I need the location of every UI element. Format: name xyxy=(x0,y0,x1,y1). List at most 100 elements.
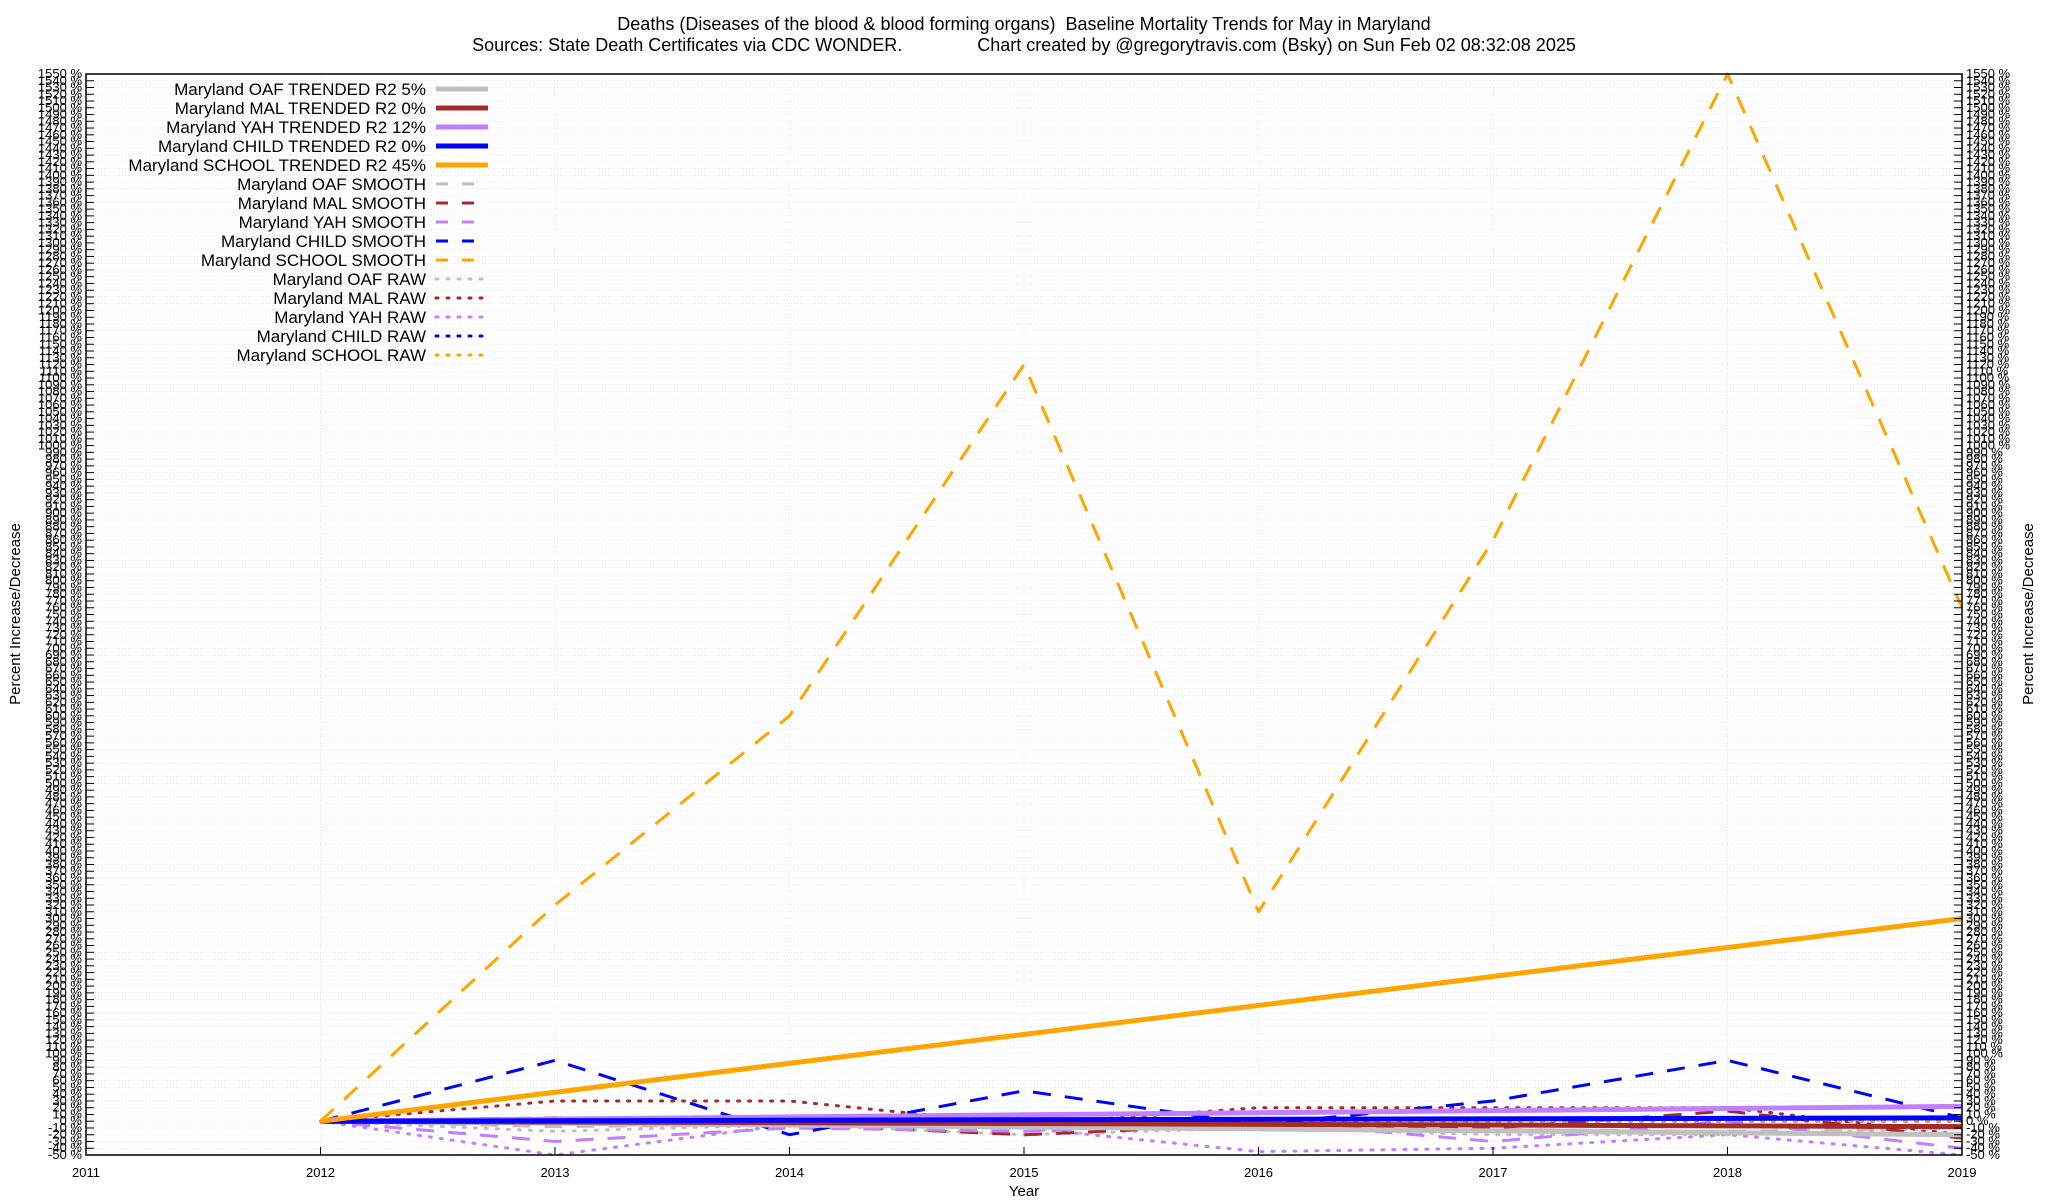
series-line-8 xyxy=(320,1058,1963,1137)
y-tick-label: 630 % xyxy=(45,688,82,703)
y-tick-label: 1180 % xyxy=(39,316,83,331)
y-tick-label: 930 % xyxy=(1966,485,2003,500)
y-tick-label: 230 % xyxy=(1966,958,2003,973)
y-tick-label: 670 % xyxy=(1966,661,2003,676)
y-tick-label: 1030 % xyxy=(1966,417,2011,432)
y-tick-label: 1470 % xyxy=(38,120,83,135)
y-tick-label: 1350 % xyxy=(38,201,83,216)
y-tick-label: 910 % xyxy=(45,498,82,513)
y-tick-label: 1020 % xyxy=(38,424,83,439)
y-axis-right: -50 %-40 %-30 %-20 %-10 %0 %10 %20 %30 %… xyxy=(1954,66,2011,1162)
x-tick-label: 2011 xyxy=(72,1165,100,1180)
y-tick-label: 420 % xyxy=(1966,829,2003,844)
y-tick-label: 890 % xyxy=(45,512,82,527)
y-tick-label: 560 % xyxy=(1966,735,2003,750)
y-tick-label: 1490 % xyxy=(1966,107,2011,122)
y-tick-label: 1120 % xyxy=(1966,357,2010,372)
y-tick-label: 1320 % xyxy=(1966,221,2011,236)
y-tick-label: 1240 % xyxy=(1966,275,2011,290)
y-tick-label: 830 % xyxy=(1966,552,2003,567)
legend: Maryland OAF TRENDED R2 5%Maryland MAL T… xyxy=(128,80,490,365)
x-tick-label: 2015 xyxy=(1010,1165,1039,1180)
y-tick-label: 860 % xyxy=(45,532,82,547)
y-tick-label: 350 % xyxy=(45,877,82,892)
y-tick-label: 1360 % xyxy=(38,194,83,209)
y-tick-label: 400 % xyxy=(45,843,82,858)
y-tick-label: 390 % xyxy=(45,850,82,865)
y-tick-label: 290 % xyxy=(1966,917,2003,932)
y-tick-label: 60 % xyxy=(1966,1073,1996,1088)
y-tick-label: 1200 % xyxy=(38,302,83,317)
y-tick-label: 1420 % xyxy=(38,154,83,169)
y-tick-label: 130 % xyxy=(1966,1025,2003,1040)
y-tick-label: 200 % xyxy=(45,978,82,993)
y-tick-label: 440 % xyxy=(1966,816,2003,831)
y-tick-label: 420 % xyxy=(45,829,82,844)
y-tick-label: 1320 % xyxy=(38,221,83,236)
y-tick-label: 180 % xyxy=(1966,992,2003,1007)
y-tick-label: 960 % xyxy=(45,465,82,480)
y-tick-label: 230 % xyxy=(45,958,82,973)
y-tick-label: 120 % xyxy=(1966,1032,2003,1047)
y-tick-label: 1190 % xyxy=(39,309,83,324)
y-tick-label: 520 % xyxy=(1966,762,2003,777)
y-tick-label: 560 % xyxy=(45,735,82,750)
y-tick-label: 940 % xyxy=(45,478,82,493)
series-line-3 xyxy=(320,1115,1963,1124)
y-tick-label: 480 % xyxy=(45,789,82,804)
y-tick-label: 1240 % xyxy=(38,275,83,290)
y-tick-label: 1540 % xyxy=(38,73,83,88)
y-tick-label: 600 % xyxy=(1966,708,2003,723)
y-tick-label: 250 % xyxy=(45,944,82,959)
y-tick-label: 1290 % xyxy=(1966,242,2011,257)
y-tick-label: 140 % xyxy=(45,1019,82,1034)
y-tick-label: 940 % xyxy=(1966,478,2003,493)
y-tick-label: 670 % xyxy=(45,661,82,676)
y-tick-label: 1420 % xyxy=(1966,154,2011,169)
y-tick-label: 510 % xyxy=(45,769,82,784)
y-tick-label: 480 % xyxy=(1966,789,2003,804)
y-tick-label: 470 % xyxy=(45,796,82,811)
y-tick-label: 1400 % xyxy=(1966,167,2011,182)
y-tick-label: 1440 % xyxy=(1966,140,2011,155)
y-tick-label: -30 % xyxy=(48,1133,82,1148)
y-tick-label: 1140 % xyxy=(39,343,83,358)
y-tick-label: 160 % xyxy=(45,1005,82,1020)
y-tick-label: 1330 % xyxy=(1966,215,2011,230)
y-tick-label: 220 % xyxy=(1966,965,2003,980)
y-tick-label: 360 % xyxy=(1966,870,2003,885)
y-tick-label: 790 % xyxy=(45,579,82,594)
y-tick-label: 1050 % xyxy=(38,404,83,419)
series-line-4 xyxy=(320,916,1963,1124)
y-tick-label: 300 % xyxy=(1966,911,2003,926)
y-tick-label: 110 % xyxy=(46,1039,82,1054)
legend-label: Maryland CHILD SMOOTH xyxy=(221,232,426,251)
legend-label: Maryland SCHOOL TRENDED R2 45% xyxy=(128,156,426,175)
y-tick-label: 740 % xyxy=(45,613,82,628)
y-tick-label: 360 % xyxy=(45,870,82,885)
y-tick-label: 1470 % xyxy=(1966,120,2011,135)
y-tick-label: 1530 % xyxy=(1966,80,2011,95)
y-axis-label-left: Percent Increase/Decrease xyxy=(7,523,24,705)
legend-label: Maryland SCHOOL SMOOTH xyxy=(201,251,426,270)
y-tick-label: 900 % xyxy=(1966,505,2003,520)
y-tick-label: 1060 % xyxy=(38,397,83,412)
y-tick-label: 1100 % xyxy=(1966,370,2010,385)
y-tick-label: 910 % xyxy=(1966,498,2003,513)
x-tick-label: 2017 xyxy=(1479,1165,1508,1180)
y-tick-label: 1080 % xyxy=(38,384,83,399)
y-tick-label: 1220 % xyxy=(1966,289,2011,304)
y-tick-label: 970 % xyxy=(1966,458,2003,473)
y-tick-label: 1110 % xyxy=(40,363,83,378)
y-tick-label: 1180 % xyxy=(1966,316,2010,331)
y-tick-label: 1190 % xyxy=(1966,309,2010,324)
y-tick-label: 1250 % xyxy=(1966,269,2011,284)
y-tick-label: 1550 % xyxy=(1966,66,2011,81)
y-tick-label: 1120 % xyxy=(39,357,83,372)
y-tick-label: 100 % xyxy=(1966,1046,2003,1061)
y-tick-label: 1510 % xyxy=(1966,93,2011,108)
y-tick-label: 870 % xyxy=(1966,525,2003,540)
y-tick-label: 1060 % xyxy=(1966,397,2011,412)
y-tick-label: 500 % xyxy=(1966,775,2003,790)
y-tick-label: 1280 % xyxy=(1966,248,2011,263)
